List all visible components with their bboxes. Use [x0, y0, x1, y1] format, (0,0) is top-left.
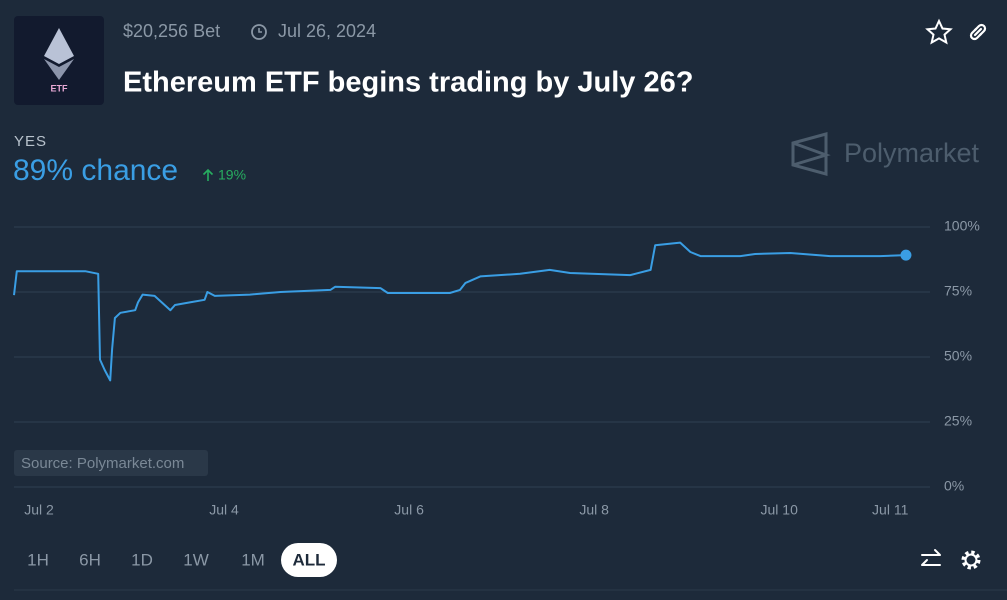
gear-teeth [961, 550, 981, 570]
x-tick-label: Jul 4 [209, 502, 239, 518]
gear-hole [968, 557, 974, 563]
x-tick-label: Jul 11 [872, 502, 909, 518]
swap-button[interactable] [921, 549, 941, 566]
source-badge [14, 450, 208, 476]
link-icon-b [969, 27, 983, 41]
copy-link-button[interactable] [969, 23, 987, 41]
y-tick-label: 50% [944, 348, 972, 364]
swap-icon [921, 549, 941, 566]
settings-button[interactable] [961, 550, 981, 570]
x-tick-label: Jul 10 [761, 502, 799, 518]
range-selector: 1H 6H 1D 1W 1M ALL [27, 543, 337, 577]
link-icon-a [973, 23, 987, 37]
brand-logo [791, 132, 831, 176]
source: Source: Polymarket.com [21, 455, 184, 472]
x-tick-label: Jul 2 [24, 502, 54, 518]
end-date: Jul 26, 2024 [278, 21, 376, 41]
price-line [13, 241, 906, 382]
y-tick-label: 75% [944, 283, 972, 299]
range-button[interactable]: 1W [183, 550, 209, 569]
eth-icon [44, 28, 74, 64]
outcome-change: 19% [218, 167, 246, 183]
volume: $20,256 Bet [123, 21, 220, 41]
y-tick-label: 100% [944, 218, 980, 234]
gear-ring [964, 553, 978, 567]
range-button[interactable]: 1M [241, 550, 265, 569]
favorite-button[interactable] [925, 18, 953, 45]
market-title: Ethereum ETF begins trading by July 26? [123, 67, 693, 99]
brand-mark [791, 132, 831, 176]
clock-icon [251, 24, 267, 40]
brand-name: Polymarket [844, 138, 980, 168]
range-pill [281, 543, 337, 577]
change-arrow [202, 168, 214, 181]
outcome-chance: 89% chance [13, 154, 178, 187]
range-button[interactable]: 1H [27, 550, 49, 569]
y-tick-label: 0% [944, 478, 964, 494]
link-icon-c [973, 27, 983, 37]
logo-text: ETF [51, 83, 69, 93]
y-tick-label: 25% [944, 413, 972, 429]
x-tick-label: Jul 8 [579, 502, 609, 518]
eth-icon-lower [44, 59, 74, 80]
clock-hands [258, 28, 262, 33]
range-button[interactable]: ALL [292, 550, 325, 569]
range-button[interactable]: 6H [79, 550, 101, 569]
x-tick-label: Jul 6 [394, 502, 424, 518]
outcome-label: YES [14, 133, 47, 150]
chart: 0% 25% 50% 75% 100% Jul 2 Jul 4 Jul 6 Jul 8 Jul 1… [13, 218, 980, 518]
range-button[interactable]: 1D [131, 550, 153, 569]
last-point [900, 249, 912, 261]
